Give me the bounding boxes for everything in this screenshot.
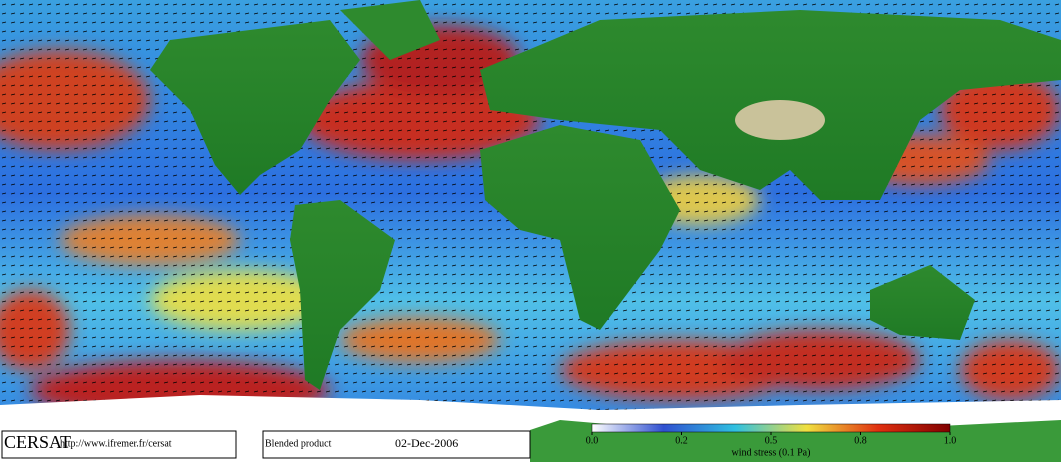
colorbar: 0.0 0.2 0.5 0.8 1.0 wind stress (0.1 Pa) [586, 423, 957, 458]
logo-box [1, 430, 237, 459]
product: Blended product [265, 438, 332, 449]
colorbar-tick-label: 0.0 [586, 435, 599, 446]
colorbar-tick-label: 0.8 [854, 435, 867, 446]
colorbar-label: wind stress (0.1 Pa) [732, 447, 811, 458]
date: 02-Dec-2006 [395, 436, 458, 450]
colorbar-tick-label: 0.2 [675, 435, 688, 446]
url: http://www.ifremer.fr/cersat [60, 438, 172, 449]
colorbar-tick-label: 1.0 [944, 435, 957, 446]
colorbar-bar [591, 423, 951, 433]
logo: CERSAT [4, 432, 71, 452]
product-box [262, 430, 531, 459]
colorbar-tick-label: 0.5 [765, 435, 778, 446]
